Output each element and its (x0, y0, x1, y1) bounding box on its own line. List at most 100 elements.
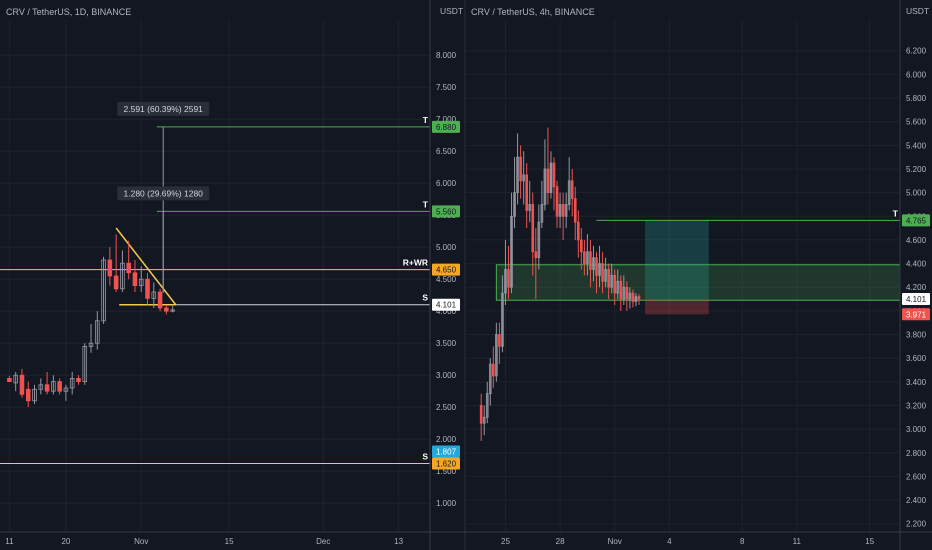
price-tag-text: 5.560 (436, 207, 457, 216)
y-tick-label: 8.000 (436, 51, 457, 60)
left-candles[interactable] (7, 234, 175, 408)
y-tick-label: 4.200 (906, 283, 927, 292)
candle-body (120, 262, 125, 290)
y-tick-label: 4.400 (906, 260, 927, 269)
x-tick-label: 8 (740, 537, 745, 546)
candle-body (510, 215, 513, 288)
right-price-axis[interactable]: USDT 6.200 6.000 5.800 5.600 5.400 5.200 5.000… (906, 6, 929, 529)
y-tick-label: 5.600 (906, 118, 927, 127)
candle-body (607, 269, 610, 288)
candle-body (113, 275, 119, 290)
price-tag (432, 263, 460, 276)
y-tick-label: 5.000 (906, 189, 927, 198)
y-tick-label: 7.000 (436, 115, 457, 124)
candle-body (525, 174, 529, 211)
candle-body (504, 269, 507, 294)
candle-body (88, 342, 94, 347)
right-time-axis[interactable]: 25 28 Nov 4 8 11 15 (501, 537, 875, 546)
candle-body (595, 257, 598, 276)
candle-body (145, 278, 150, 299)
candle-body (482, 416, 486, 424)
left-annotations: R+WR S T T S 2.591 (60.39%) 2591 1.280 (29.69%… (117, 101, 429, 462)
candle-body (95, 320, 100, 344)
candle-body (101, 259, 106, 322)
candle-body (51, 381, 56, 392)
candle-body (38, 384, 44, 390)
x-tick-label: 15 (865, 537, 874, 546)
y-tick-label: 2.400 (906, 496, 927, 505)
y-tick-label: 4.500 (436, 275, 457, 284)
right-axis-unit-label: USDT (906, 6, 929, 16)
candle-body (546, 168, 550, 194)
price-tag (902, 292, 930, 305)
candle-body (573, 198, 577, 223)
price-tag (432, 205, 460, 218)
left-time-axis[interactable]: 11 20 Nov 15 Dec 13 (5, 537, 403, 546)
candle-body (170, 309, 175, 312)
right-candles[interactable] (479, 127, 641, 441)
x-tick-label: 20 (61, 537, 70, 546)
candle-body (567, 180, 571, 205)
y-tick-label: 2.800 (906, 449, 927, 458)
candle-body (522, 174, 525, 182)
candle-body (107, 259, 113, 277)
long-position-target-area (645, 220, 709, 299)
candle-body (610, 275, 613, 288)
x-tick-label: 13 (394, 537, 403, 546)
candle-body (570, 180, 574, 199)
candle-body (157, 291, 163, 309)
candle-body (32, 388, 37, 402)
candle-body (561, 204, 565, 217)
right-price-tags: 4.765 4.101 3.971 (902, 214, 930, 321)
candle-body (528, 204, 532, 211)
candle-body (625, 286, 629, 300)
price-tag-text: 3.971 (906, 310, 927, 319)
y-tick-label: 3.800 (906, 331, 927, 340)
x-tick-label: 11 (5, 537, 14, 546)
candle-body (126, 262, 131, 274)
candle-body (82, 345, 88, 382)
x-tick-label: 25 (501, 537, 510, 546)
long-position-stop-area (645, 298, 709, 315)
candle-body (7, 377, 12, 382)
x-tick-label: 15 (225, 537, 234, 546)
candle-body (637, 296, 641, 300)
candle-body (628, 292, 632, 300)
price-tag (902, 214, 930, 227)
candle-body (589, 251, 592, 270)
level-label: T (423, 115, 429, 125)
support-zone (495, 264, 901, 301)
x-tick-label: Dec (316, 537, 330, 546)
y-tick-label: 4.000 (436, 307, 457, 316)
candle-body (537, 221, 541, 259)
y-tick-label: 6.200 (906, 47, 927, 56)
y-tick-label: 3.600 (906, 354, 927, 363)
price-tag-text: 4.765 (906, 216, 927, 225)
level-label: T (423, 199, 429, 209)
candle-body (634, 296, 638, 302)
right-chart-title: CRV / TetherUS, 4h, BINANCE (471, 7, 595, 17)
x-tick-label: 4 (667, 537, 672, 546)
right-grid (466, 20, 900, 532)
candle-body (485, 393, 489, 418)
candle-body (138, 278, 144, 287)
y-tick-label: 2.200 (906, 520, 927, 529)
right-chart-panel[interactable]: T CRV / TetherUS, 4h, BINANCE USDT 6.200… (466, 0, 930, 550)
candle-body (586, 251, 589, 264)
y-tick-label: 3.000 (906, 425, 927, 434)
level-label: T (893, 208, 899, 218)
left-chart-panel[interactable]: R+WR S T T S 2.591 (60.39%) 2591 1.280 (29.69%… (0, 0, 463, 550)
candle-body (552, 162, 556, 188)
left-axis-unit-label: USDT (440, 6, 463, 16)
y-tick-label: 3.200 (906, 401, 927, 410)
candle-body (13, 374, 18, 384)
candle-body (549, 162, 553, 194)
left-price-tags: 4.650 4.101 6.880 5.560 1.620 1.807 (432, 120, 460, 470)
candle-body (534, 251, 538, 259)
x-tick-label: 11 (793, 537, 802, 546)
y-tick-label: 5.400 (906, 141, 927, 150)
right-drawings[interactable] (495, 219, 901, 315)
y-tick-label: 2.000 (436, 435, 457, 444)
candle-body (555, 186, 559, 217)
candle-body (492, 363, 495, 377)
